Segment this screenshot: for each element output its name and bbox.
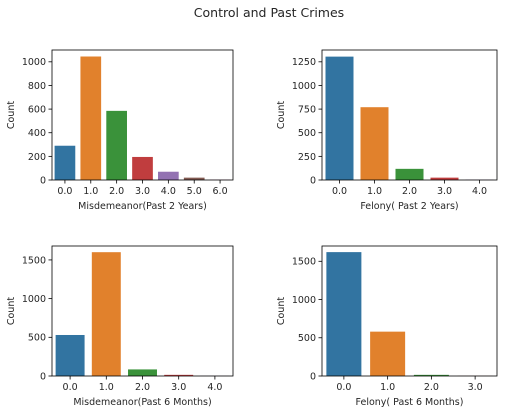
y-tick-label: 200: [28, 152, 46, 163]
bar-0-0: [54, 145, 76, 180]
bar-2-0: [128, 369, 157, 376]
chart-panel-2: 0.0 1.0 2.0 3.0 4.0 0 250 500 750 1000 1250 Felony(…: [276, 49, 498, 212]
x-axis-label: Felony( Past 6 Months): [356, 397, 464, 408]
y-tick-label: 600: [28, 104, 46, 115]
bar-4-0: [158, 171, 179, 180]
bar-2-0: [395, 168, 424, 180]
y-tick-label: 1000: [22, 294, 46, 305]
x-tick-label: 2.0: [402, 186, 417, 197]
x-tick-label: 0.0: [332, 186, 347, 197]
x-tick-label: 1.0: [380, 382, 395, 393]
x-tick-label: 4.0: [472, 186, 487, 197]
x-tick-label: 4.0: [161, 186, 176, 197]
x-tick-label: 2.0: [109, 186, 124, 197]
y-tick-label: 0: [310, 371, 316, 382]
bar-1-0: [360, 107, 389, 180]
bar-2-0: [106, 110, 127, 180]
bar-3-0: [132, 156, 153, 180]
y-tick-label: 1250: [292, 57, 316, 68]
y-tick-label: 400: [28, 128, 46, 139]
x-tick-label: 0.0: [57, 186, 72, 197]
chart-panel-4: 0.0 1.0 2.0 3.0 0 500 1000 1500 Felony( Past 6 M…: [276, 245, 498, 408]
y-axis-label: Count: [6, 101, 17, 129]
y-tick-label: 1000: [292, 81, 316, 92]
y-tick-label: 1500: [22, 255, 46, 266]
y-axis-label: Count: [6, 297, 17, 325]
x-axis-label: Misdemeanor(Past 6 Months): [73, 397, 211, 408]
x-tick-label: 1.0: [99, 382, 114, 393]
y-tick-label: 1000: [292, 295, 316, 306]
y-tick-label: 0: [40, 371, 46, 382]
x-axis-label: Misdemeanor(Past 2 Years): [78, 201, 207, 212]
y-tick-label: 0: [310, 175, 316, 186]
y-tick-label: 0: [40, 175, 46, 186]
x-tick-label: 3.0: [468, 382, 483, 393]
x-tick-label: 6.0: [213, 186, 228, 197]
bar-3-0: [430, 177, 459, 180]
y-tick-label: 500: [298, 128, 316, 139]
bar-2-0: [413, 374, 449, 376]
x-tick-label: 4.0: [207, 382, 222, 393]
x-tick-label: 3.0: [171, 382, 186, 393]
y-tick-label: 250: [298, 152, 316, 163]
chart-panel-3: 0.0 1.0 2.0 3.0 4.0 0 500 1000 1500 Misdemeanor(P…: [6, 245, 234, 408]
bar-5-0: [183, 177, 205, 180]
x-axis-label: Felony( Past 2 Years): [360, 201, 458, 212]
chart-panel-1: 0.0 1.0 2.0 3.0 4.0 5.0 6.0 0 200 400 600 800 1000 Mi…: [6, 49, 234, 212]
bar-1-0: [80, 56, 102, 180]
bar-1-0: [91, 252, 121, 376]
axes-frame: [321, 245, 498, 377]
y-tick-label: 750: [298, 104, 316, 115]
x-tick-label: 2.0: [424, 382, 439, 393]
x-tick-label: 3.0: [135, 186, 150, 197]
x-tick-label: 1.0: [367, 186, 382, 197]
y-tick-label: 1000: [22, 57, 46, 68]
y-axis-label: Count: [276, 101, 287, 129]
x-tick-label: 1.0: [83, 186, 98, 197]
x-tick-label: 5.0: [187, 186, 202, 197]
y-tick-label: 1500: [292, 257, 316, 268]
y-tick-label: 500: [298, 333, 316, 344]
bar-0-0: [326, 252, 362, 376]
y-tick-label: 500: [28, 333, 46, 344]
figure-title: Control and Past Crimes: [194, 5, 344, 20]
bar-0-0: [325, 56, 354, 181]
y-axis-label: Count: [276, 297, 287, 325]
x-tick-label: 3.0: [437, 186, 452, 197]
x-tick-label: 0.0: [63, 382, 78, 393]
y-tick-label: 800: [28, 81, 46, 92]
bar-1-0: [370, 331, 406, 376]
x-tick-label: 0.0: [336, 382, 351, 393]
bar-3-0: [164, 374, 194, 376]
x-tick-label: 2.0: [135, 382, 150, 393]
bar-0-0: [55, 334, 85, 376]
